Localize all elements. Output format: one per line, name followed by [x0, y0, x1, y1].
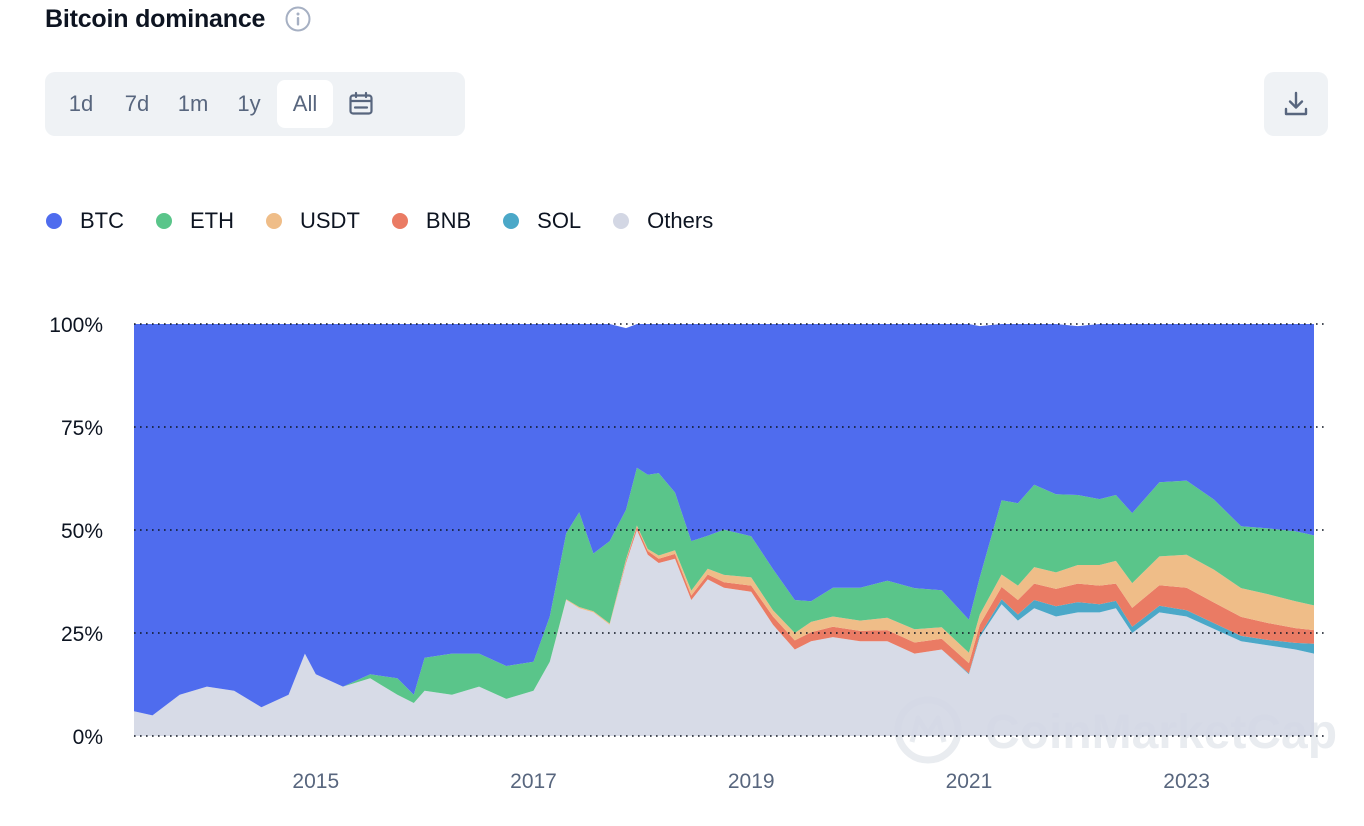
y-tick-label: 100% — [49, 314, 103, 337]
y-tick-label: 50% — [61, 520, 103, 543]
y-tick-label: 0% — [73, 726, 103, 749]
legend-label: USDT — [300, 208, 360, 233]
range-button-1m[interactable]: 1m — [177, 91, 209, 116]
x-axis: 2015 2017 2019 2021 2023 — [292, 770, 1210, 793]
legend-label: BTC — [80, 208, 124, 233]
chart-legend: BTC ETH USDT BNB SOL Others — [46, 205, 745, 237]
legend-label: SOL — [537, 208, 582, 233]
legend-item-usdt[interactable]: USDT — [266, 208, 360, 234]
area-series-eth[interactable] — [134, 467, 1314, 716]
time-range-selector: 1d 7d 1m 1y All — [45, 72, 465, 136]
page-title: Bitcoin dominance — [45, 4, 266, 33]
legend-dot — [391, 213, 408, 229]
title-row: Bitcoin dominance — [45, 2, 311, 36]
range-button-all[interactable]: All — [277, 80, 333, 128]
area-series-others[interactable] — [134, 530, 1314, 736]
y-axis: 0% 25% 50% 75% 100% — [49, 314, 103, 749]
x-tick-label: 2017 — [510, 770, 557, 793]
area-series-btc[interactable] — [134, 324, 1314, 716]
y-tick-label: 25% — [61, 623, 103, 646]
info-icon[interactable] — [285, 6, 311, 32]
legend-item-eth[interactable]: ETH — [156, 208, 234, 234]
range-button-1y[interactable]: 1y — [237, 91, 261, 116]
legend-label: BNB — [425, 208, 472, 233]
y-tick-label: 75% — [61, 417, 103, 440]
range-button-1d[interactable]: 1d — [68, 91, 94, 116]
legend-dot — [46, 213, 62, 229]
legend-label: Others — [647, 208, 714, 233]
grid-lines — [134, 323, 1326, 737]
legend-label: ETH — [190, 208, 234, 233]
legend-dot — [156, 213, 172, 229]
calendar-icon — [349, 91, 373, 115]
legend-item-sol[interactable]: SOL — [503, 208, 581, 234]
download-button[interactable] — [1264, 72, 1328, 136]
calendar-button[interactable] — [333, 80, 389, 128]
range-button-7d[interactable]: 7d — [124, 91, 150, 116]
legend-dot — [266, 213, 282, 229]
legend-item-btc[interactable]: BTC — [46, 208, 124, 234]
legend-dot — [503, 213, 520, 229]
x-tick-label: 2023 — [1163, 770, 1210, 793]
legend-item-others[interactable]: Others — [613, 208, 713, 234]
stacked-areas — [134, 324, 1314, 736]
dominance-chart: CoinMarketCap 0%25%50%75%100% 2015201720… — [49, 314, 1337, 793]
x-tick-label: 2015 — [292, 770, 339, 793]
download-icon — [1284, 91, 1308, 116]
legend-item-bnb[interactable]: BNB — [391, 208, 472, 234]
x-tick-label: 2021 — [946, 770, 993, 793]
x-tick-label: 2019 — [728, 770, 775, 793]
legend-dot — [613, 213, 630, 229]
